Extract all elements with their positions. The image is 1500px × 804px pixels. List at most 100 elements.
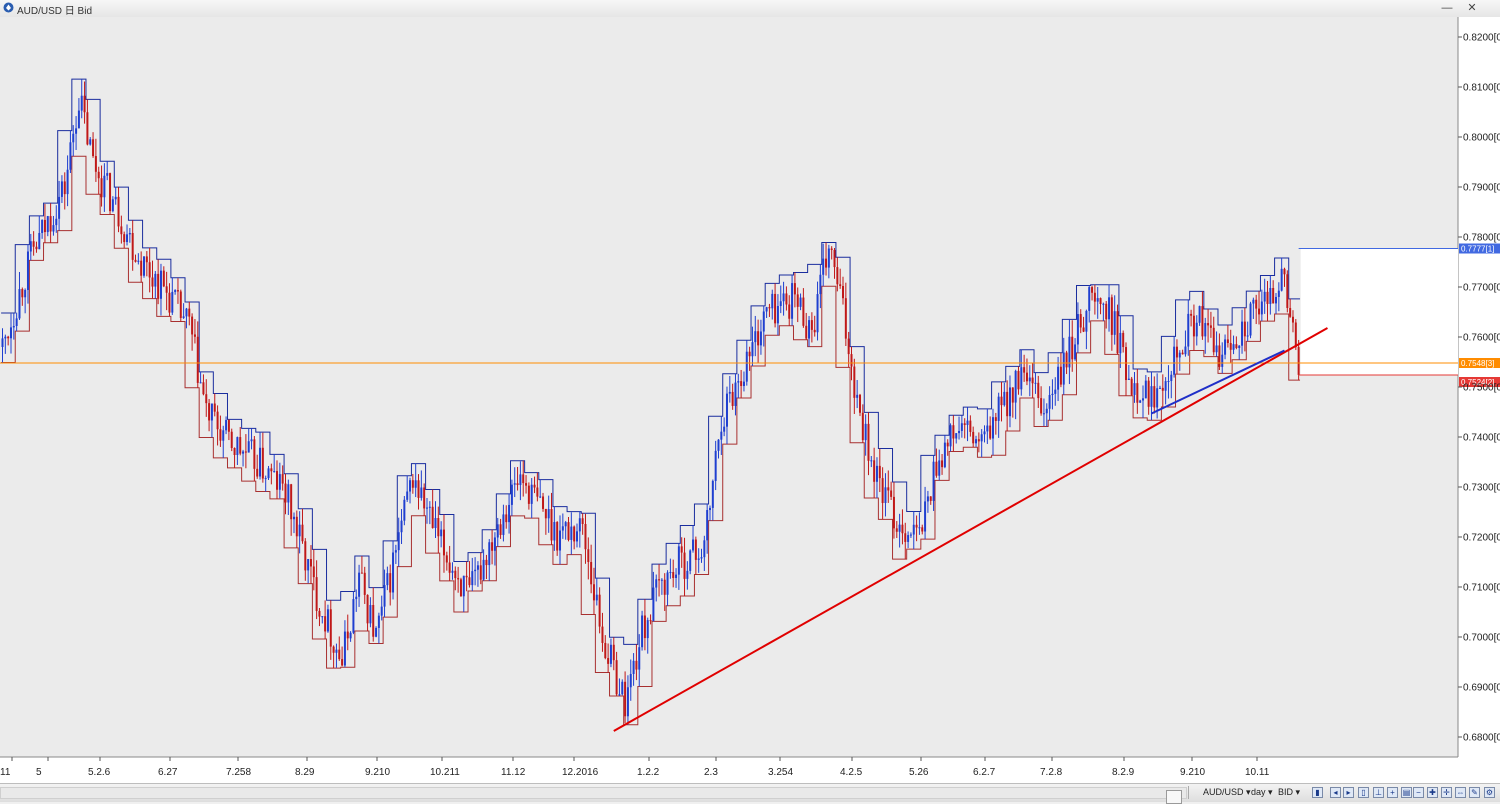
candle	[530, 478, 533, 519]
candle	[904, 522, 907, 560]
candle	[1045, 403, 1048, 427]
candle	[281, 465, 284, 491]
candle	[309, 545, 312, 584]
candle	[567, 517, 570, 542]
candle	[380, 595, 383, 621]
candle	[92, 132, 95, 158]
candle	[315, 560, 318, 620]
candle	[94, 138, 97, 182]
candle	[513, 467, 516, 498]
bar-view-icon[interactable]: ⊥	[1373, 787, 1384, 798]
zoom-out-icon[interactable]: −	[1413, 787, 1424, 798]
candle	[383, 569, 386, 618]
x-axis-labels: 11 5 5.2.6 6.27 7.258 8.29 9.210 10.211 11.12 12.…	[0, 757, 1270, 778]
candle	[680, 537, 683, 568]
lower-price-marker	[1459, 377, 1500, 387]
scrollbar-thumb[interactable]	[1166, 790, 1182, 804]
candle	[1051, 379, 1054, 410]
candle	[159, 263, 162, 316]
candle	[440, 521, 443, 548]
candle	[1037, 375, 1040, 408]
candle	[1187, 299, 1190, 356]
candle	[502, 504, 505, 542]
y-tick-label: 0.8200[0	[1463, 33, 1500, 44]
candle	[955, 433, 958, 444]
candle	[621, 679, 624, 696]
candle	[776, 294, 779, 336]
candle	[1175, 339, 1178, 375]
chart-type-icon[interactable]: ▮	[1312, 787, 1323, 798]
candle	[318, 607, 321, 627]
envelope-bands	[1, 78, 1301, 726]
candle	[618, 678, 621, 697]
candle	[737, 373, 740, 398]
candle	[145, 251, 148, 277]
candle	[109, 172, 112, 215]
candle	[409, 477, 412, 504]
side-selector[interactable]: BID ▾	[1278, 787, 1301, 797]
candle	[694, 536, 697, 575]
settings-icon[interactable]: ⚙	[1484, 787, 1495, 798]
candle	[1235, 336, 1238, 350]
candle	[1017, 366, 1020, 395]
candle	[15, 312, 18, 332]
candle	[587, 537, 590, 580]
arrows-icon[interactable]: ✛	[1441, 787, 1452, 798]
draw-tool-icon[interactable]: ✎	[1469, 787, 1480, 798]
candle	[768, 303, 771, 317]
candle	[1093, 284, 1096, 315]
candle	[827, 244, 830, 279]
candle	[1218, 333, 1221, 370]
candle	[844, 282, 847, 347]
horizontal-scrollbar[interactable]	[0, 787, 1187, 804]
timeframe-selector[interactable]: day ▾	[1251, 787, 1273, 797]
candle	[884, 473, 887, 517]
candle	[578, 511, 581, 548]
auto-scroll-icon[interactable]: ⇔	[1455, 787, 1466, 798]
zoom-in-icon[interactable]: +	[1387, 787, 1398, 798]
candle	[638, 634, 641, 687]
minimize-button[interactable]: —	[1441, 2, 1453, 14]
candle	[748, 346, 751, 371]
x-tick-label: 9.210	[1180, 767, 1205, 778]
symbol-selector[interactable]: AUD/USD ▾	[1203, 787, 1251, 797]
candle	[307, 558, 310, 584]
candle	[267, 465, 270, 480]
candle	[921, 524, 924, 535]
window-title: AUD/USD 日 Bid	[17, 6, 93, 17]
candle	[833, 247, 836, 279]
candle	[595, 578, 598, 606]
y-tick-label: 0.6900[0	[1463, 683, 1500, 694]
candle	[346, 614, 349, 651]
candle	[148, 247, 151, 293]
candle	[1158, 385, 1161, 389]
candle	[423, 483, 426, 516]
crosshair-icon[interactable]: ✚	[1427, 787, 1438, 798]
close-button[interactable]: ✕	[1467, 2, 1477, 14]
candle	[1249, 301, 1252, 339]
candle	[1229, 329, 1232, 364]
candle-view-icon[interactable]: ▯	[1358, 787, 1369, 798]
candle	[983, 425, 986, 443]
price-chart[interactable]: 0.7777[1] 0.7548[3] 0.7524[2] 0.8200[0 0.81…	[0, 17, 1500, 783]
candle	[686, 561, 689, 590]
candle	[725, 386, 728, 445]
scroll-right-icon[interactable]: ▸	[1343, 787, 1354, 798]
candle	[723, 417, 726, 437]
scroll-left-icon[interactable]: ◂	[1330, 787, 1341, 798]
print-icon[interactable]: ▤	[1401, 787, 1412, 798]
trendlines[interactable]	[613, 327, 1328, 732]
candle	[697, 548, 700, 573]
candle	[822, 243, 825, 287]
candle	[980, 429, 983, 458]
candle	[830, 246, 833, 260]
candle	[641, 610, 644, 651]
candle	[858, 393, 861, 417]
candle	[414, 463, 417, 498]
candle	[52, 215, 55, 236]
candle	[731, 383, 734, 410]
candle	[1173, 336, 1176, 378]
candle	[244, 434, 247, 469]
candle	[689, 549, 692, 575]
